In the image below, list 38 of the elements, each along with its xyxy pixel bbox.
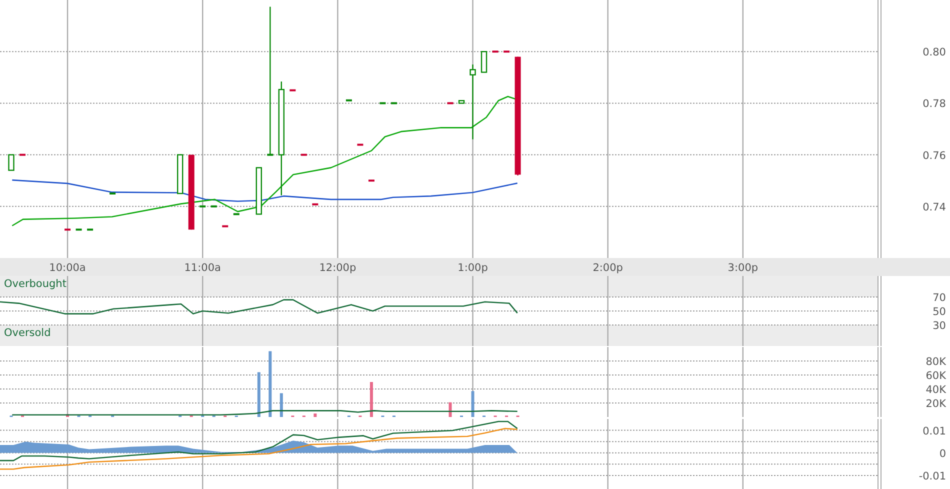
candlestick	[480, 51, 488, 73]
line-series	[0, 428, 518, 470]
y-tick-label: 0.80	[922, 46, 946, 59]
candlestick	[470, 64, 476, 140]
band-label: Overbought	[4, 278, 66, 290]
x-tick-label: 12:00p	[319, 262, 356, 274]
y-tick-label: 0.78	[922, 98, 946, 110]
y-tick-label: 20K	[926, 398, 948, 410]
x-tick-label: 1:00p	[458, 262, 488, 274]
y-tick-label: 70	[932, 292, 946, 304]
y-tick-label: 0.74	[922, 201, 946, 214]
y-tick-label: 60K	[926, 370, 948, 382]
y-tick-label: 80K	[926, 356, 948, 368]
x-tick-label: 3:00p	[728, 262, 758, 274]
candlestick	[267, 6, 274, 156]
y-tick-label: 40K	[926, 384, 948, 396]
x-tick-label: 11:00a	[184, 262, 221, 274]
y-tick-label: 0	[939, 448, 946, 460]
bar	[257, 372, 260, 417]
line-series	[12, 96, 518, 226]
candlestick	[8, 154, 14, 171]
band-label: Oversold	[4, 327, 51, 339]
x-tick-label: 2:00p	[592, 262, 624, 274]
bar	[268, 351, 272, 417]
line-series	[0, 299, 518, 314]
y-tick-label: 30	[932, 320, 946, 332]
bar	[448, 402, 452, 417]
bar	[280, 393, 283, 417]
x-tick-label: 10:00a	[49, 262, 86, 274]
bar	[370, 382, 373, 417]
line-series	[12, 179, 518, 202]
line-series	[0, 420, 518, 462]
y-tick-label: 0.01	[922, 425, 946, 438]
y-tick-label: -0.01	[918, 470, 946, 482]
y-tick-label: 0.76	[922, 150, 946, 162]
bar	[471, 391, 474, 417]
bar	[314, 414, 317, 417]
y-tick-label: 50	[932, 306, 946, 318]
